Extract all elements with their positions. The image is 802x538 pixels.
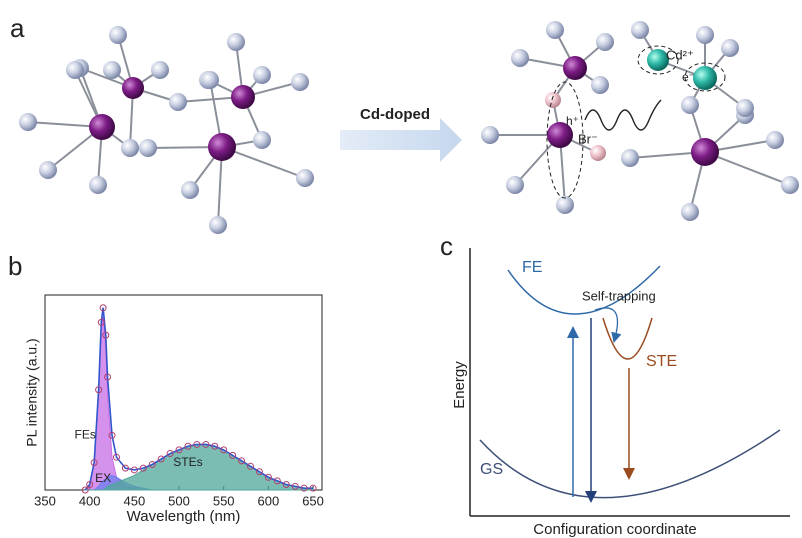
atom (208, 133, 236, 161)
self-trapping-label: Self-trapping (582, 288, 656, 303)
x-axis-label: Wavelength (nm) (127, 508, 241, 525)
atom (227, 33, 245, 51)
figure: a Cd-doped Cd²⁺ e⁻ h⁺ Br⁻ 350 400 450 500 55… (0, 0, 802, 538)
atom (563, 56, 587, 80)
dopant-label: Cd²⁺ (666, 47, 694, 62)
atom (781, 176, 799, 194)
atom (181, 181, 199, 199)
atom (231, 85, 255, 109)
atom (591, 76, 609, 94)
x-tick-label: 600 (258, 493, 280, 508)
atom (296, 169, 314, 187)
gs-curve (480, 430, 780, 498)
atom (139, 139, 157, 157)
atom (253, 131, 271, 149)
atom (596, 33, 614, 51)
component-label: EX (95, 471, 111, 485)
atom (103, 61, 121, 79)
atom (736, 99, 754, 117)
energy-diagram: c Energy Configuration coordinate FE Sel… (440, 231, 790, 538)
panel-label: c (440, 231, 453, 261)
x-tick-label: 350 (34, 493, 56, 508)
atom (545, 92, 561, 108)
component-label: FEs (75, 427, 96, 441)
atom (621, 149, 639, 167)
atom (546, 21, 564, 39)
bromide-label: Br⁻ (578, 131, 598, 146)
atom (39, 161, 57, 179)
panel-label: a (10, 13, 25, 43)
ste-curve (603, 318, 652, 359)
atom (681, 203, 699, 221)
atom (291, 73, 309, 91)
atom (721, 39, 739, 57)
x-tick-label: 550 (213, 493, 235, 508)
x-tick-label: 500 (168, 493, 190, 508)
doping-arrow (340, 118, 462, 162)
fe-label: FE (522, 259, 542, 276)
atom (89, 114, 115, 140)
y-axis-label: PL intensity (a.u.) (24, 338, 40, 446)
wavy-transfer (585, 100, 661, 130)
hole-label: h⁺ (566, 114, 579, 128)
atom (66, 61, 84, 79)
atom (201, 71, 219, 89)
arrow-label: Cd-doped (360, 106, 430, 123)
atom (506, 176, 524, 194)
atom (556, 196, 574, 214)
trapping-arrow (595, 308, 618, 338)
panel-label: b (8, 251, 22, 281)
atom (253, 66, 271, 84)
atom (19, 113, 37, 131)
atom (121, 139, 139, 157)
atom (693, 66, 717, 90)
x-tick-label: 650 (302, 493, 324, 508)
pl-chart: 350 400 450 500 550 600 650 Wavelength (nm) PL i… (24, 295, 324, 525)
x-tick-label: 400 (79, 493, 101, 508)
atom (109, 26, 127, 44)
component-label: STEs (173, 455, 202, 469)
atom (169, 93, 187, 111)
atom (691, 138, 719, 166)
atom (681, 96, 699, 114)
x-axis-label: Configuration coordinate (533, 521, 696, 538)
x-tick-label: 450 (124, 493, 146, 508)
atom (511, 49, 529, 67)
gs-label: GS (480, 461, 503, 478)
atom (766, 131, 784, 149)
atom (631, 21, 649, 39)
atom (122, 77, 144, 99)
electron-label: e⁻ (682, 70, 695, 84)
atom (696, 26, 714, 44)
atom (590, 145, 606, 161)
atom (151, 61, 169, 79)
y-axis-label: Energy (451, 361, 468, 409)
atom (89, 176, 107, 194)
ste-label: STE (646, 353, 677, 370)
atom (481, 126, 499, 144)
atom (209, 216, 227, 234)
